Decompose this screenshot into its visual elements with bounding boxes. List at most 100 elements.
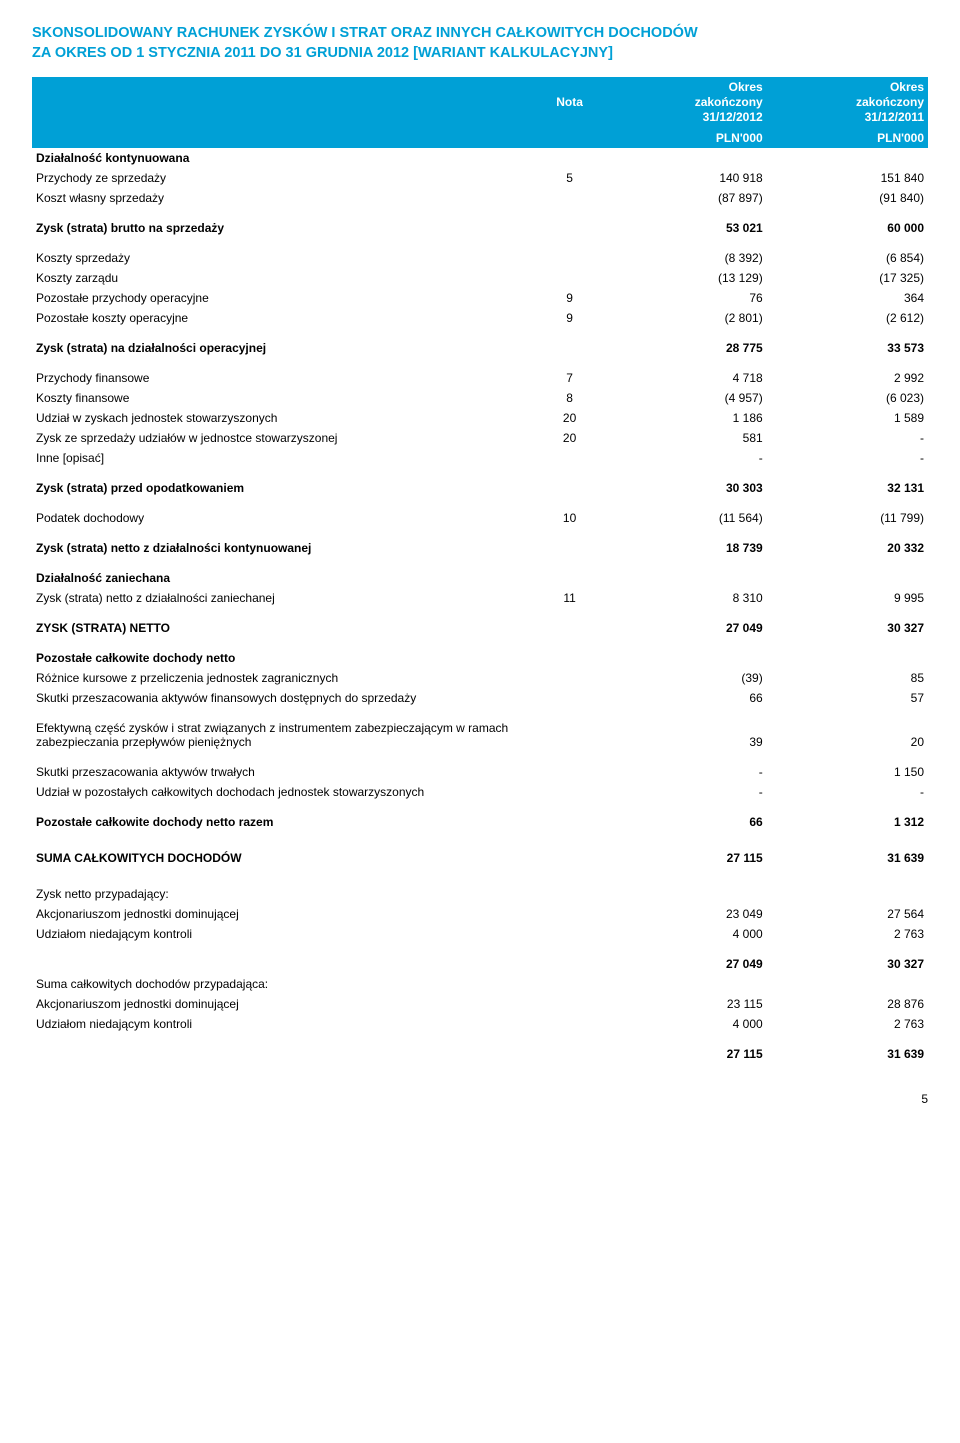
row-label: Pozostałe całkowite dochody netto razem	[32, 812, 534, 832]
row-value-2: 28 876	[767, 994, 928, 1014]
table-row: Działalność zaniechana	[32, 568, 928, 588]
row-nota	[534, 268, 606, 288]
row-value-1: 23 115	[605, 994, 766, 1014]
row-label: Pozostałe całkowite dochody netto	[32, 648, 534, 668]
table-row	[32, 208, 928, 218]
row-value-2: 1 150	[767, 762, 928, 782]
row-label: Koszt własny sprzedaży	[32, 188, 534, 208]
table-row	[32, 802, 928, 812]
table-row: Akcjonariuszom jednostki dominującej23 0…	[32, 904, 928, 924]
row-label: Przychody ze sprzedaży	[32, 168, 534, 188]
row-label: Koszty finansowe	[32, 388, 534, 408]
row-value-1: 66	[605, 812, 766, 832]
table-row	[32, 498, 928, 508]
table-row	[32, 638, 928, 648]
row-label: Pozostałe koszty operacyjne	[32, 308, 534, 328]
row-label: Zysk (strata) brutto na sprzedaży	[32, 218, 534, 238]
table-row: Działalność kontynuowana	[32, 148, 928, 168]
table-row: Skutki przeszacowania aktywów finansowyc…	[32, 688, 928, 708]
header-period-2: Okres zakończony 31/12/2011	[767, 77, 928, 128]
row-value-2: 151 840	[767, 168, 928, 188]
row-label: Skutki przeszacowania aktywów finansowyc…	[32, 688, 534, 708]
row-value-1: (8 392)	[605, 248, 766, 268]
row-nota	[534, 648, 606, 668]
row-label	[32, 954, 534, 974]
table-row	[32, 528, 928, 538]
row-nota: 9	[534, 288, 606, 308]
table-row: Podatek dochodowy10(11 564)(11 799)	[32, 508, 928, 528]
table-row	[32, 608, 928, 618]
row-value-2	[767, 568, 928, 588]
row-value-2: 31 639	[767, 1044, 928, 1064]
row-nota: 20	[534, 428, 606, 448]
row-label: SUMA CAŁKOWITYCH DOCHODÓW	[32, 848, 534, 868]
row-nota	[534, 538, 606, 558]
row-nota	[534, 1044, 606, 1064]
header-period-1: Okres zakończony 31/12/2012	[605, 77, 766, 128]
row-value-2: 1 312	[767, 812, 928, 832]
row-label: Działalność zaniechana	[32, 568, 534, 588]
row-label: Koszty sprzedaży	[32, 248, 534, 268]
row-nota: 20	[534, 408, 606, 428]
table-row	[32, 752, 928, 762]
row-value-1: 39	[605, 718, 766, 752]
row-label: Zysk (strata) przed opodatkowaniem	[32, 478, 534, 498]
row-label: Inne [opisać]	[32, 448, 534, 468]
row-value-2: (17 325)	[767, 268, 928, 288]
table-row	[32, 468, 928, 478]
row-value-2	[767, 884, 928, 904]
table-row: Koszty zarządu(13 129)(17 325)	[32, 268, 928, 288]
row-label: Koszty zarządu	[32, 268, 534, 288]
row-label: Zysk ze sprzedaży udziałów w jednostce s…	[32, 428, 534, 448]
row-nota	[534, 188, 606, 208]
table-row	[32, 944, 928, 954]
row-value-1: (39)	[605, 668, 766, 688]
unit-col-2: PLN'000	[767, 128, 928, 148]
row-nota: 7	[534, 368, 606, 388]
row-value-1: 4 000	[605, 924, 766, 944]
row-value-1	[605, 648, 766, 668]
row-label: Akcjonariuszom jednostki dominującej	[32, 904, 534, 924]
row-value-1: 76	[605, 288, 766, 308]
row-value-2: (6 854)	[767, 248, 928, 268]
row-value-1: 4 718	[605, 368, 766, 388]
table-unit-row: PLN'000 PLN'000	[32, 128, 928, 148]
row-label: Zysk (strata) na działalności operacyjne…	[32, 338, 534, 358]
row-value-2	[767, 148, 928, 168]
row-value-1: 27 049	[605, 954, 766, 974]
row-nota: 9	[534, 308, 606, 328]
table-row	[32, 1034, 928, 1044]
row-label: Akcjonariuszom jednostki dominującej	[32, 994, 534, 1014]
table-row: Efektywną część zysków i strat związanyc…	[32, 718, 928, 752]
table-row: Zysk (strata) przed opodatkowaniem 30 303…	[32, 478, 928, 498]
row-label: Udziałom niedającym kontroli	[32, 924, 534, 944]
row-value-1: 30 303	[605, 478, 766, 498]
row-value-1: 27 115	[605, 1044, 766, 1064]
table-row	[32, 868, 928, 884]
row-nota	[534, 618, 606, 638]
document-title: SKONSOLIDOWANY RACHUNEK ZYSKÓW I STRAT O…	[32, 24, 928, 63]
row-label: Zysk (strata) netto z działalności zanie…	[32, 588, 534, 608]
row-value-1: 581	[605, 428, 766, 448]
row-value-2: 31 639	[767, 848, 928, 868]
row-value-1	[605, 148, 766, 168]
table-row: Koszty finansowe8(4 957)(6 023)	[32, 388, 928, 408]
row-value-2: 60 000	[767, 218, 928, 238]
table-row: Przychody finansowe74 7182 992	[32, 368, 928, 388]
row-nota	[534, 974, 606, 994]
row-nota	[534, 668, 606, 688]
row-value-2: -	[767, 782, 928, 802]
row-label: Podatek dochodowy	[32, 508, 534, 528]
row-value-1: 4 000	[605, 1014, 766, 1034]
row-value-1	[605, 568, 766, 588]
row-nota: 10	[534, 508, 606, 528]
row-nota	[534, 568, 606, 588]
table-row: 27 04930 327	[32, 954, 928, 974]
row-label	[32, 1044, 534, 1064]
table-row: Pozostałe przychody operacyjne976364	[32, 288, 928, 308]
row-nota	[534, 904, 606, 924]
table-row	[32, 832, 928, 848]
row-value-1: 8 310	[605, 588, 766, 608]
row-label: Zysk netto przypadający:	[32, 884, 534, 904]
row-value-1: 53 021	[605, 218, 766, 238]
